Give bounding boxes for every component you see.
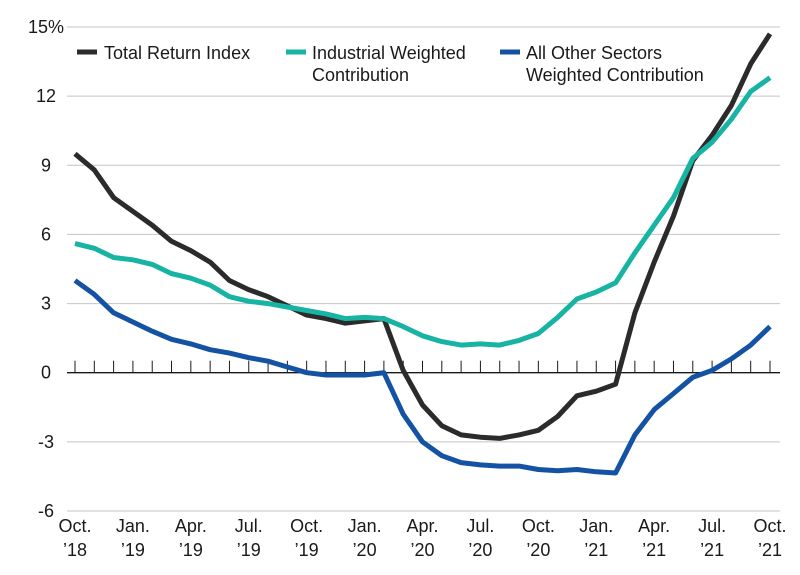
series-line-1 bbox=[74, 75, 772, 348]
y-tick-labels: 15% 12 9 6 3 0 -3 -6 bbox=[28, 17, 64, 521]
x-tick-label-month: Jan. bbox=[579, 516, 613, 536]
x-tick-label-year: ’19 bbox=[237, 540, 261, 560]
x-tick-label-month: Oct. bbox=[753, 516, 786, 536]
legend-label: All Other Sectors bbox=[526, 43, 662, 63]
y-tick-label: 12 bbox=[36, 86, 56, 106]
legend: Total Return Index Industrial WeightedCon… bbox=[77, 43, 704, 85]
legend-label: Weighted Contribution bbox=[526, 65, 704, 85]
x-tick-label-month: Apr. bbox=[638, 516, 670, 536]
x-tick-label-year: ’21 bbox=[584, 540, 608, 560]
x-tick-labels: Oct. ’18 Jan. ’19 Apr. ’19 Jul. ’19 Oct. ’19 Jan. ’… bbox=[58, 516, 786, 560]
y-tick-label: 9 bbox=[41, 155, 51, 175]
y-tick-label: -3 bbox=[38, 432, 54, 452]
x-tick-label-month: Oct. bbox=[58, 516, 91, 536]
x-tick-label-month: Oct. bbox=[522, 516, 555, 536]
x-tick-label-year: ’20 bbox=[410, 540, 434, 560]
x-tick-label-month: Jan. bbox=[348, 516, 382, 536]
gridlines bbox=[67, 26, 780, 512]
x-tick-label-month: Jul. bbox=[235, 516, 263, 536]
x-tick-label-year: ’21 bbox=[642, 540, 666, 560]
series-line-0 bbox=[73, 32, 773, 441]
x-tick-label-month: Jul. bbox=[466, 516, 494, 536]
x-tick-label-year: ’21 bbox=[758, 540, 782, 560]
x-tick-label-year: ’19 bbox=[179, 540, 203, 560]
legend-label: Contribution bbox=[312, 65, 409, 85]
x-tick-label-year: ’20 bbox=[526, 540, 550, 560]
x-tick-label-year: ’18 bbox=[63, 540, 87, 560]
legend-label: Industrial Weighted bbox=[312, 43, 466, 63]
series-line-2 bbox=[73, 278, 772, 476]
y-tick-label: 6 bbox=[41, 224, 51, 244]
x-tick-label-month: Apr. bbox=[175, 516, 207, 536]
y-tick-label: 3 bbox=[41, 294, 51, 314]
x-tick-label-year: ’20 bbox=[353, 540, 377, 560]
y-tick-label: 15% bbox=[28, 17, 64, 37]
series-lines bbox=[73, 32, 773, 476]
y-tick-label: 0 bbox=[41, 363, 51, 383]
x-tick-label-month: Jul. bbox=[698, 516, 726, 536]
x-tick-label-month: Apr. bbox=[406, 516, 438, 536]
x-tick-label-month: Jan. bbox=[116, 516, 150, 536]
x-axis bbox=[67, 360, 780, 374]
x-tick-label-month: Oct. bbox=[290, 516, 323, 536]
x-tick-label-year: ’21 bbox=[700, 540, 724, 560]
x-tick-label-year: ’20 bbox=[468, 540, 492, 560]
legend-label: Total Return Index bbox=[104, 43, 250, 63]
x-tick-label-year: ’19 bbox=[121, 540, 145, 560]
y-tick-label: -6 bbox=[38, 501, 54, 521]
x-tick-label-year: ’19 bbox=[295, 540, 319, 560]
